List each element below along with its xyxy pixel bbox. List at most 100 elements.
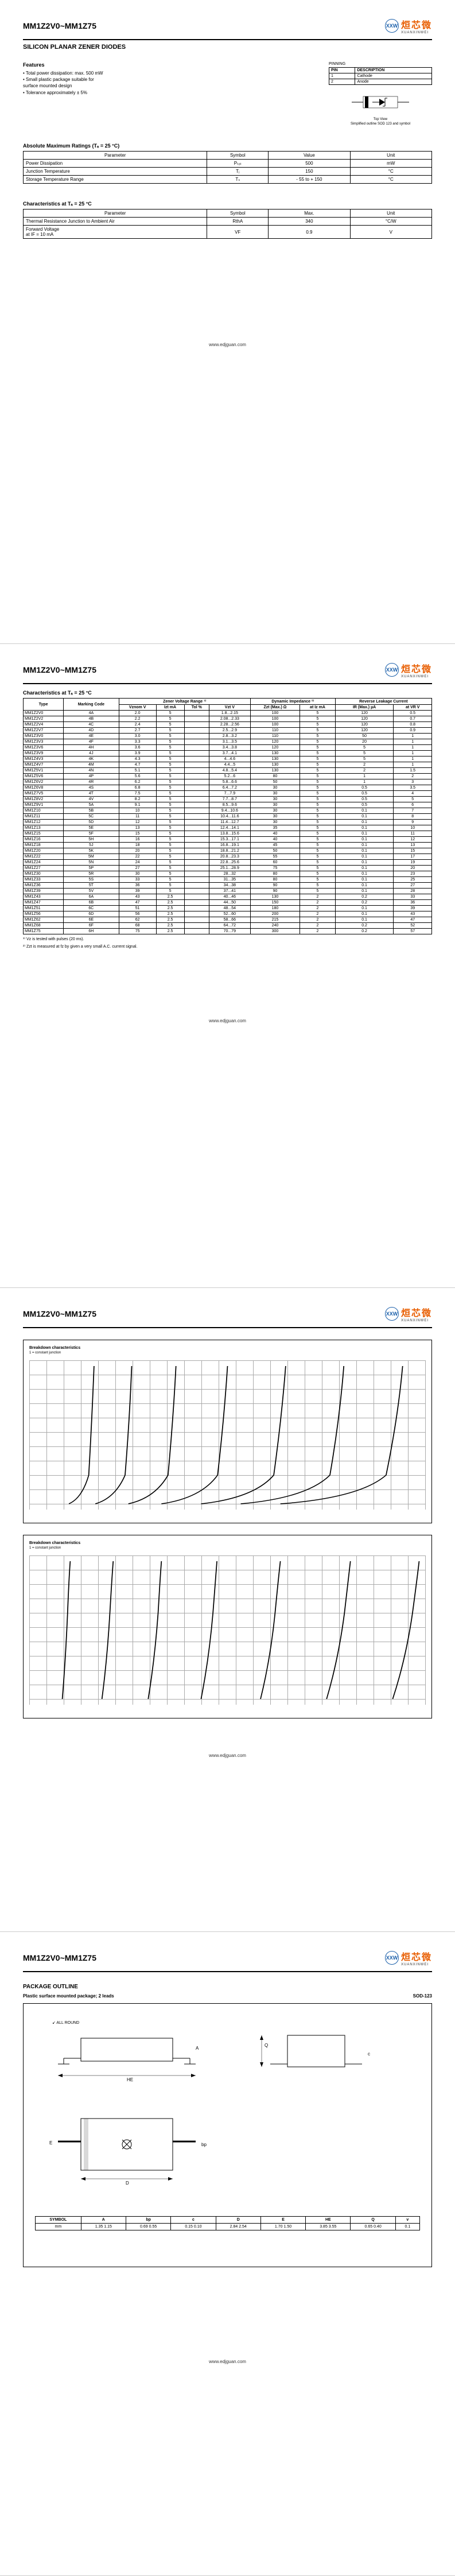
svg-text:D: D	[126, 2181, 129, 2186]
spec-cell: 5	[156, 722, 184, 728]
pin-r0c0: 1	[329, 73, 355, 79]
am-h2: Value	[269, 152, 350, 160]
spec-cell: 28...32	[209, 871, 251, 877]
spec-cell: 0.5	[394, 711, 432, 716]
spec-cell: 5	[156, 711, 184, 716]
spec-cell: 4P	[64, 774, 119, 779]
subtitle: SILICON PLANAR ZENER DIODES	[23, 44, 432, 51]
spec-cell: 1	[394, 751, 432, 756]
am-h1: Symbol	[207, 152, 269, 160]
spec-cell: 2.5	[156, 906, 184, 911]
spec-cell: 0.1	[335, 917, 394, 923]
spec-cell: 2	[300, 917, 335, 923]
spec-cell: 4H	[64, 745, 119, 751]
dh-1: A	[81, 2217, 126, 2224]
spec-cell: 44...50	[209, 900, 251, 906]
spec-cell: 4.3	[119, 756, 156, 762]
spec-cell: 5	[156, 871, 184, 877]
spec-cell: 56	[119, 911, 156, 917]
spec-cell: 45	[250, 843, 300, 848]
spec-cell: 5	[300, 825, 335, 831]
am-r2c0: Storage Temperature Range	[24, 176, 207, 184]
spec-tbody: MM1Z2V04A2.051.8...2.1510051200.5MM1Z2V2…	[24, 711, 432, 934]
spec-cell: MM1Z3V9	[24, 751, 64, 756]
breakdown-chart-2: Breakdown characteristics 1 = constant j…	[23, 1535, 432, 1718]
spec-cell: 5	[300, 883, 335, 889]
spec-cell: MM1Z3V3	[24, 739, 64, 745]
spec-cell: MM1Z4V7	[24, 762, 64, 768]
spec-cell: 43	[119, 894, 156, 900]
header-2: MM1Z2V0~MM1Z75 XXW 烜芯微 XUANXINWEI	[23, 661, 432, 678]
logo-icon: XXW	[385, 19, 399, 33]
spec-cell: 5M	[64, 854, 119, 860]
chart1-title: Breakdown characteristics	[29, 1346, 426, 1350]
char1-title: Characteristics at Tₐ = 25 °C	[23, 201, 432, 207]
spec-cell: 15.3...17.1	[209, 837, 251, 843]
spec-cell	[184, 785, 209, 791]
spec-cell: 5J	[64, 843, 119, 848]
spec-cell: 3.9	[119, 751, 156, 756]
spec-cell: 5	[156, 889, 184, 894]
logo-sub-4: XUANXINWEI	[401, 1963, 432, 1966]
spec-cell: 1	[394, 745, 432, 751]
spec-cell: 5.2...6	[209, 774, 251, 779]
spec-cell: 60	[250, 860, 300, 866]
svg-text:c: c	[368, 2051, 370, 2057]
sp-gh1: Marking Code	[64, 699, 119, 711]
breakdown-chart-1: Breakdown characteristics 1 = constant j…	[23, 1340, 432, 1523]
feature-2: surface mounted design	[23, 83, 306, 89]
spec-cell: 0.2	[335, 900, 394, 906]
header-divider-4	[23, 1971, 432, 1972]
part-range-title-2: MM1Z2V0~MM1Z75	[23, 665, 96, 674]
spec-cell: 16.8...19.1	[209, 843, 251, 848]
sp-sh9: at VR V	[394, 705, 432, 711]
spec-cell: 25	[394, 877, 432, 883]
svg-text:bp: bp	[201, 2142, 207, 2147]
note-1: ¹⁾ Vz is tested with pulses (20 ms).	[23, 937, 432, 942]
dh-3: c	[171, 2217, 216, 2224]
dh-6: HE	[306, 2217, 351, 2224]
spec-cell: 9.1	[119, 802, 156, 808]
spec-cell	[184, 831, 209, 837]
dr-6: 3.85 3.55	[306, 2224, 351, 2230]
spec-cell: 4A	[64, 711, 119, 716]
spec-cell: 8.5...9.6	[209, 802, 251, 808]
spec-cell: MM1Z24	[24, 860, 64, 866]
spec-cell: 30	[250, 791, 300, 797]
features-pinning-row: Features • Total power dissipation: max.…	[23, 62, 432, 126]
spec-cell: 2.2	[119, 716, 156, 722]
spec-cell: 1.5	[394, 768, 432, 774]
spec-cell: 4E	[64, 734, 119, 739]
spec-cell: 5	[156, 768, 184, 774]
spec-cell: 5	[156, 848, 184, 854]
spec-cell: 15	[394, 848, 432, 854]
spec-cell: 5	[156, 877, 184, 883]
spec-cell: 40	[250, 837, 300, 843]
spec-cell: MM1Z2V0	[24, 711, 64, 716]
c1-r1c2: 0.9	[269, 226, 350, 239]
spec-cell: 30	[250, 814, 300, 820]
spec-cell: MM1Z2V7	[24, 728, 64, 734]
spec-cell: 4T	[64, 791, 119, 797]
spec-cell: 100	[250, 722, 300, 728]
part-range-title-3: MM1Z2V0~MM1Z75	[23, 1309, 96, 1318]
spec-cell	[184, 843, 209, 848]
spec-cell	[184, 820, 209, 825]
spec-cell: MM1Z75	[24, 929, 64, 934]
spec-cell: 27	[119, 866, 156, 871]
spec-cell: 5	[335, 745, 394, 751]
spec-cell: 4.8...5.4	[209, 768, 251, 774]
spec-cell: 30	[250, 820, 300, 825]
spec-cell: 5D	[64, 820, 119, 825]
spec-cell: 2.28...2.56	[209, 722, 251, 728]
dim-table: SYMBOL A bp c D E HE Q v mm 1.35 1.15 0.…	[35, 2216, 420, 2230]
pkg-top-row: ↙ ALL ROUND A HE c Q	[35, 2015, 420, 2090]
spec-cell: MM1Z2V2	[24, 716, 64, 722]
pinning-block: PINNING PINDESCRIPTION 1Cathode 2Anode	[329, 62, 432, 126]
spec-cell: 5	[300, 843, 335, 848]
header-3: MM1Z2V0~MM1Z75 XXW 烜芯微 XUANXINWEI	[23, 1305, 432, 1322]
spec-row: MM1Z7V54T7.557...7.93050.54	[24, 791, 432, 797]
spec-cell	[184, 860, 209, 866]
spec-cell: 1.8...2.15	[209, 711, 251, 716]
spec-row: MM1Z626E622.558...6621520.147	[24, 917, 432, 923]
